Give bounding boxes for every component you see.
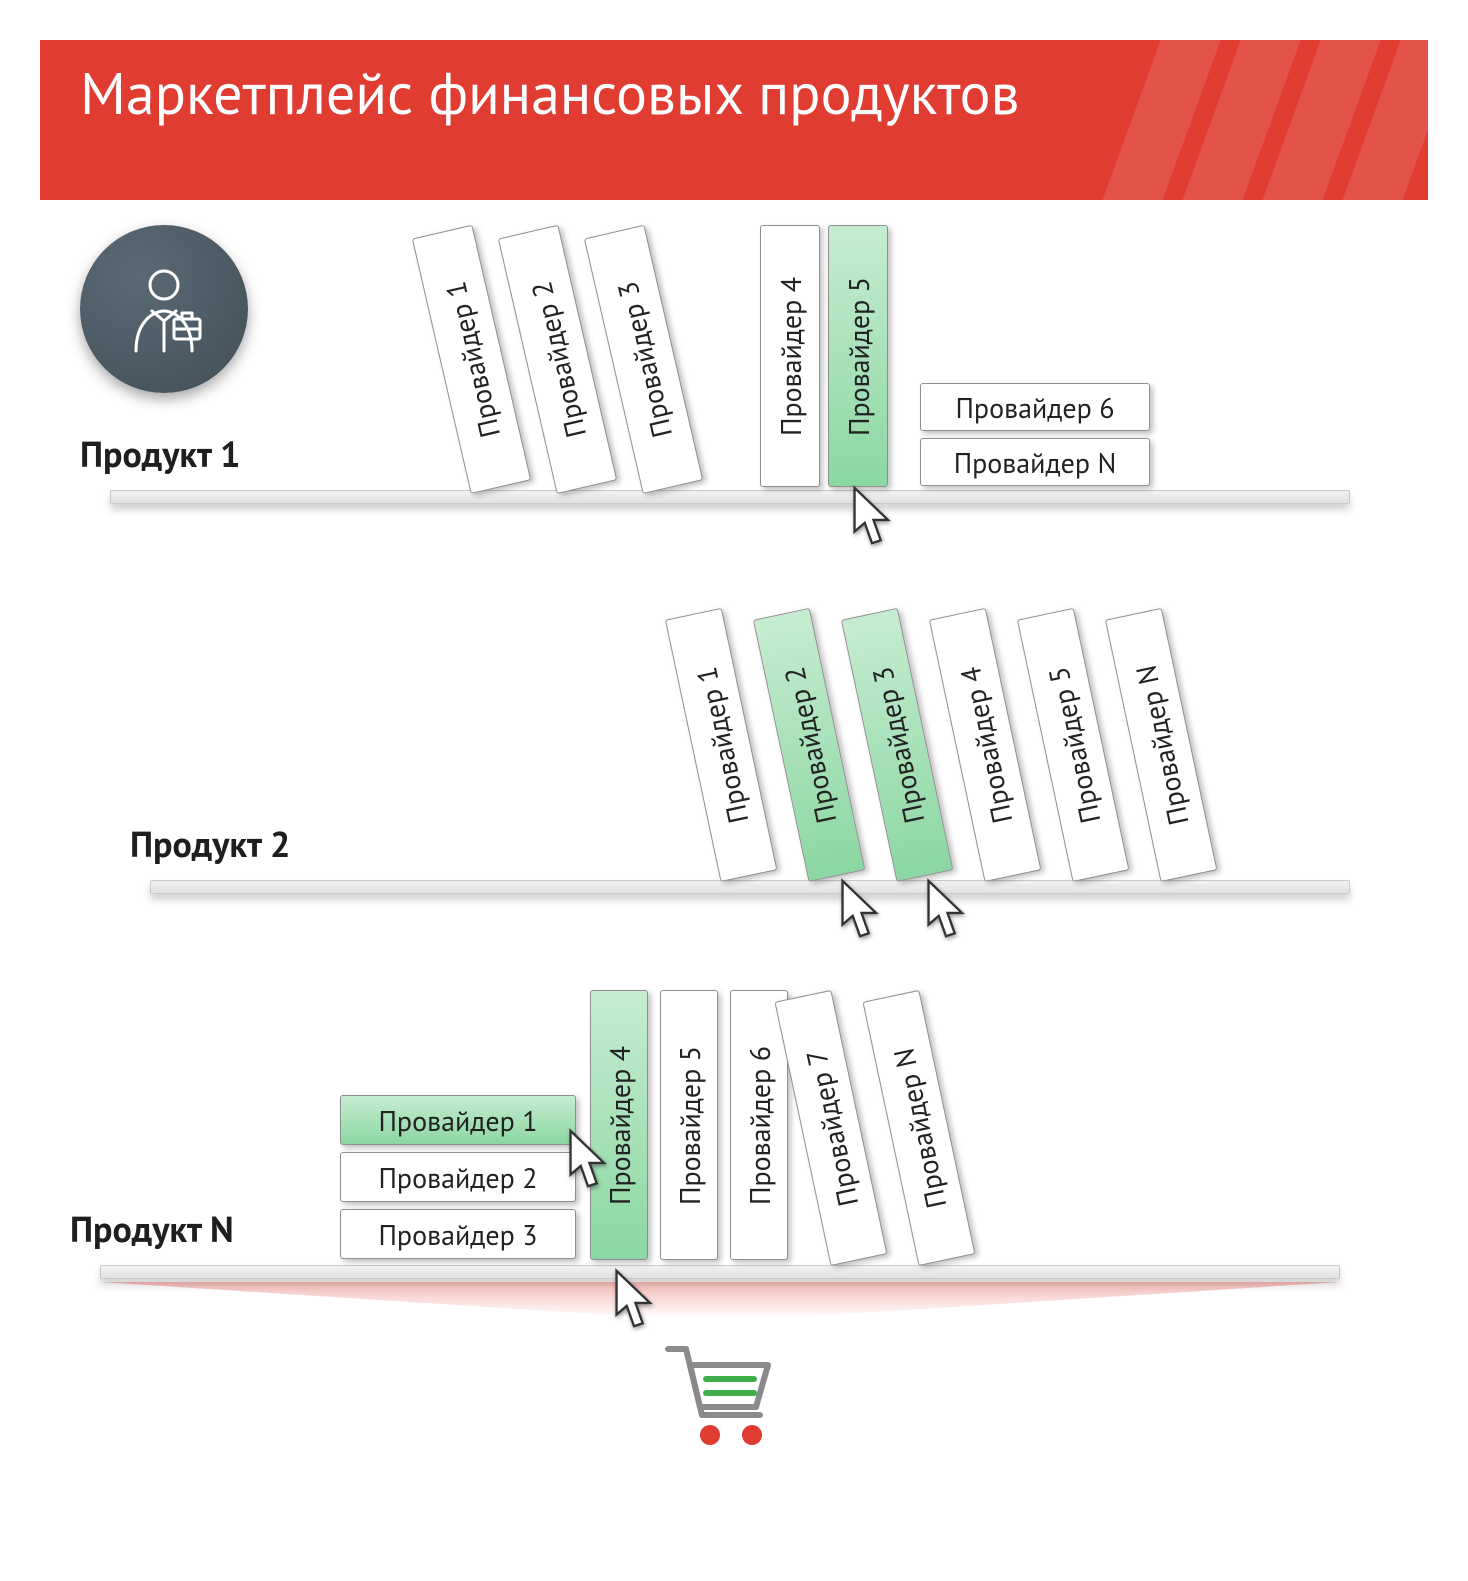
funnel-gradient (100, 1282, 1340, 1318)
title-bar: Маркетплейс финансовых продуктов (40, 40, 1428, 200)
cursor-icon (564, 1128, 612, 1192)
provider-label: Провайдер 7 (796, 1046, 865, 1209)
provider-label: Провайдер 2 (378, 1159, 537, 1196)
provider-label: Провайдер 5 (1039, 663, 1108, 826)
provider-label: Провайдер 1 (687, 663, 756, 826)
provider-label: Провайдер 1 (436, 278, 508, 441)
provider-label: Провайдер 5 (671, 1045, 708, 1204)
provider-label: Провайдер N (1126, 662, 1196, 829)
user-avatar-icon (80, 225, 248, 393)
provider-label: Провайдер N (884, 1045, 954, 1212)
provider-book: Провайдер N (920, 438, 1150, 486)
provider-label: Провайдер 6 (955, 389, 1114, 426)
provider-book: Провайдер 5 (828, 225, 888, 487)
provider-label: Провайдер 4 (772, 276, 809, 435)
diagram-root: Маркетплейс финансовых продуктов Продукт… (0, 0, 1468, 1581)
provider-label: Провайдер 5 (840, 276, 877, 435)
cursor-icon (922, 878, 970, 942)
provider-label: Провайдер 2 (775, 663, 844, 826)
shelf (150, 880, 1350, 894)
product-label: Продукт 1 (80, 430, 240, 477)
cursor-icon (836, 878, 884, 942)
provider-book: Провайдер 4 (760, 225, 820, 487)
product-label: Продукт 2 (130, 820, 290, 867)
provider-label: Провайдер 2 (522, 278, 594, 441)
provider-book: Провайдер 1 (340, 1095, 576, 1145)
provider-label: Провайдер 1 (378, 1102, 537, 1139)
provider-label: Провайдер 6 (741, 1045, 778, 1204)
provider-label: Провайдер 3 (378, 1216, 537, 1253)
shelf (110, 490, 1350, 504)
provider-label: Провайдер 3 (863, 663, 932, 826)
cursor-icon (848, 485, 896, 549)
provider-book: Провайдер 2 (340, 1152, 576, 1202)
product-label: Продукт N (70, 1205, 234, 1252)
provider-book: Провайдер 6 (730, 990, 788, 1260)
provider-label: Провайдер N (954, 444, 1117, 481)
provider-label: Провайдер 4 (951, 663, 1020, 826)
provider-book: Провайдер 6 (920, 383, 1150, 431)
provider-book: Провайдер 3 (340, 1209, 576, 1259)
provider-label: Провайдер 3 (608, 278, 680, 441)
shelf (100, 1265, 1340, 1279)
provider-book: Провайдер 4 (590, 990, 648, 1260)
shopping-cart-icon (660, 1335, 780, 1455)
cursor-icon (610, 1268, 658, 1332)
page-title: Маркетплейс финансовых продуктов (80, 62, 1388, 126)
provider-book: Провайдер 5 (660, 990, 718, 1260)
